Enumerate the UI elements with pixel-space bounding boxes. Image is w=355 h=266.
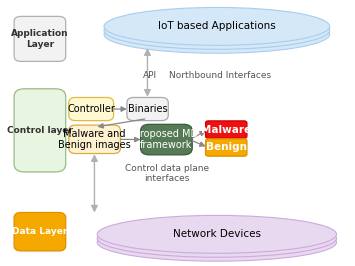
Ellipse shape: [104, 11, 330, 49]
Ellipse shape: [104, 7, 330, 45]
FancyBboxPatch shape: [14, 16, 66, 61]
Text: Malware and
Benign images: Malware and Benign images: [58, 128, 131, 150]
Ellipse shape: [97, 223, 337, 261]
Text: Controller: Controller: [67, 104, 115, 114]
FancyBboxPatch shape: [206, 121, 247, 138]
Text: Control data plane
interfaces: Control data plane interfaces: [125, 164, 209, 184]
Text: Northbound Interfaces: Northbound Interfaces: [169, 70, 271, 80]
Text: Control layer: Control layer: [7, 126, 73, 135]
FancyBboxPatch shape: [14, 213, 66, 251]
Ellipse shape: [97, 215, 337, 253]
Ellipse shape: [97, 219, 337, 257]
Text: IoT based Applications: IoT based Applications: [158, 21, 276, 31]
FancyBboxPatch shape: [206, 139, 247, 156]
Text: Benign: Benign: [206, 143, 247, 152]
Text: Proposed MD
framework: Proposed MD framework: [134, 129, 198, 150]
FancyBboxPatch shape: [127, 97, 168, 120]
Text: Malware: Malware: [201, 124, 251, 135]
FancyBboxPatch shape: [69, 97, 114, 120]
FancyBboxPatch shape: [14, 89, 66, 172]
Text: Application
Layer: Application Layer: [11, 29, 69, 49]
Text: Data Layer: Data Layer: [12, 227, 67, 236]
FancyBboxPatch shape: [69, 125, 120, 153]
Text: Binaries: Binaries: [128, 104, 168, 114]
FancyBboxPatch shape: [141, 124, 192, 155]
Ellipse shape: [104, 15, 330, 53]
Text: API: API: [143, 70, 157, 80]
Text: Network Devices: Network Devices: [173, 229, 261, 239]
